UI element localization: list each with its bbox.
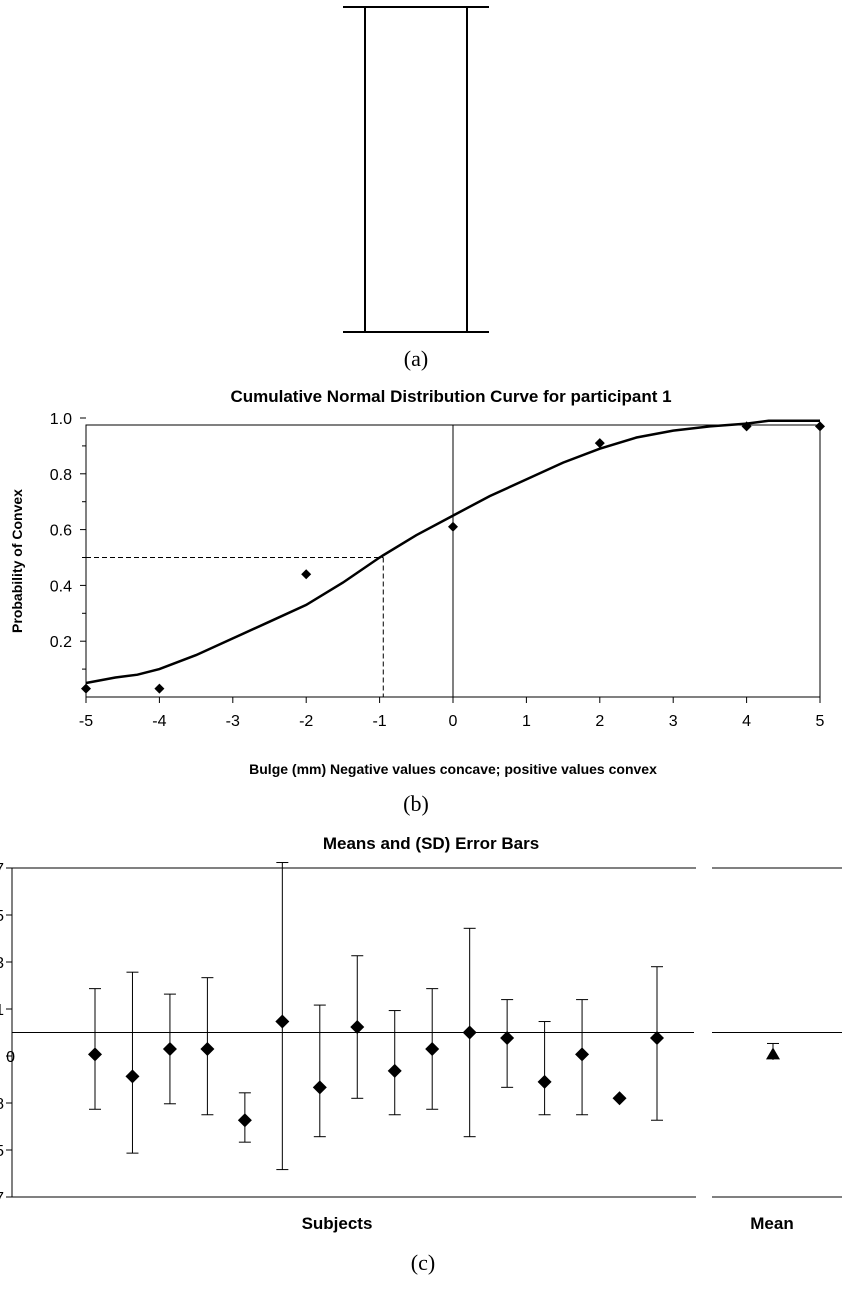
- chart-b-x-tick-label: 0: [449, 713, 458, 730]
- chart-c-y-tick-label: 0: [6, 1049, 15, 1066]
- chart-c-y-tick-label: 5: [0, 908, 4, 925]
- chart-b-data-point: [815, 421, 825, 432]
- panel-a-shape: [343, 6, 489, 333]
- chart-b-x-tick-label: 3: [669, 713, 678, 730]
- panel-b-caption: (b): [403, 791, 429, 816]
- chart-c-overall-mean-point: [766, 1047, 780, 1060]
- chart-c-subject-mean-point: [387, 1063, 402, 1078]
- chart-c-subject-mean-point: [162, 1041, 177, 1056]
- chart-b-guides: [86, 425, 454, 697]
- chart-c-subject-mean-point: [88, 1047, 102, 1062]
- panel-a-caption: (a): [404, 346, 428, 371]
- panel-c-caption: (c): [411, 1250, 435, 1275]
- chart-c-subject-mean-point: [275, 1014, 290, 1029]
- chart-c-subject-mean-point: [425, 1041, 440, 1056]
- chart-c-y-tick-label: 3: [0, 955, 4, 972]
- chart-c-y-tick-label: 7: [0, 861, 4, 878]
- chart-c-subject-mean-point: [537, 1074, 552, 1089]
- chart-c-error-bars: [88, 862, 780, 1171]
- chart-b-x-tick-label: -5: [79, 713, 93, 730]
- chart-c-subject-mean-point: [462, 1025, 477, 1040]
- chart-b-x-tick-label: -2: [299, 713, 313, 730]
- chart-c-subject-mean-point: [612, 1091, 627, 1106]
- chart-b-x-tick-label: 2: [595, 713, 604, 730]
- chart-b-title: Cumulative Normal Distribution Curve for…: [230, 387, 671, 406]
- chart-b-y-tick-label: 0.2: [50, 634, 72, 651]
- chart-b-y-tick-label: 0.6: [50, 523, 72, 540]
- chart-c-subject-mean-point: [350, 1020, 365, 1035]
- chart-b-ylabel: Probability of Convex: [9, 489, 25, 633]
- chart-b-data-point: [594, 438, 605, 449]
- chart-c-y-tick-label: 8: [0, 1096, 4, 1113]
- chart-b-x-tick-label: -3: [226, 713, 240, 730]
- chart-b: Cumulative Normal Distribution Curve for…: [9, 387, 825, 777]
- chart-b-x-tick-label: -1: [372, 713, 386, 730]
- chart-c-frame: [11, 867, 842, 1198]
- chart-b-data-point: [301, 569, 312, 580]
- chart-b-data-point: [448, 521, 458, 532]
- chart-c-subject-mean-point: [237, 1113, 252, 1128]
- chart-b-x-tick-label: -4: [152, 713, 166, 730]
- chart-b-ticks: -5 -4 -3 -2 -1 0 1 2 3 4 5 0.2 0.4 0.6 0.8 1.0: [50, 411, 825, 730]
- chart-c-subject-mean-point: [500, 1030, 515, 1045]
- chart-b-x-tick-label: 1: [522, 713, 531, 730]
- chart-b-data-point: [81, 683, 91, 694]
- chart-b-y-tick-label: 0.4: [50, 578, 72, 595]
- chart-b-x-tick-label: 4: [742, 713, 751, 730]
- chart-b-data-point: [154, 683, 165, 694]
- chart-c-y-tick-label: 7: [0, 1190, 4, 1207]
- chart-c: Means and (SD) Error Bars 7 5 3 1 0 8 5 7 Subje…: [0, 834, 842, 1233]
- chart-b-y-tick-label: 0.8: [50, 467, 72, 484]
- chart-c-subject-mean-point: [650, 1030, 664, 1045]
- chart-c-category-subjects: Subjects: [302, 1214, 373, 1233]
- chart-c-title: Means and (SD) Error Bars: [323, 834, 539, 853]
- chart-c-subject-mean-point: [312, 1080, 327, 1095]
- chart-c-y-tick-label: 1: [0, 1002, 4, 1019]
- chart-c-y-ticks: 7 5 3 1 0 8 5 7: [0, 861, 15, 1207]
- chart-c-y-tick-label: 5: [0, 1143, 4, 1160]
- chart-c-subject-mean-point: [125, 1069, 140, 1084]
- chart-b-y-tick-label: 1.0: [50, 411, 72, 428]
- chart-b-data-point: [741, 421, 752, 432]
- chart-b-points: [81, 421, 825, 694]
- chart-c-subject-mean-point: [575, 1047, 590, 1062]
- chart-b-fit-curve: [85, 419, 820, 685]
- chart-c-subject-mean-point: [200, 1041, 215, 1056]
- chart-b-x-tick-label: 5: [816, 713, 825, 730]
- chart-b-xlabel: Bulge (mm) Negative values concave; posi…: [249, 761, 657, 777]
- chart-c-category-mean: Mean: [750, 1214, 793, 1233]
